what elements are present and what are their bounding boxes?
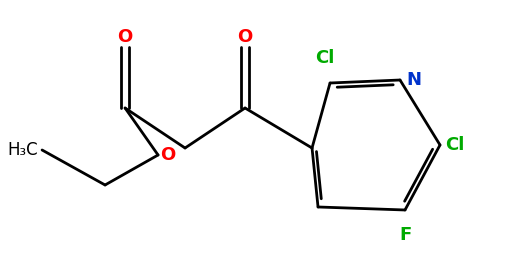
Text: Cl: Cl xyxy=(445,136,464,154)
Text: N: N xyxy=(406,71,421,89)
Text: O: O xyxy=(238,28,252,46)
Text: O: O xyxy=(117,28,133,46)
Text: O: O xyxy=(160,146,175,164)
Text: Cl: Cl xyxy=(315,49,335,67)
Text: H₃C: H₃C xyxy=(8,141,38,159)
Text: F: F xyxy=(399,226,411,244)
